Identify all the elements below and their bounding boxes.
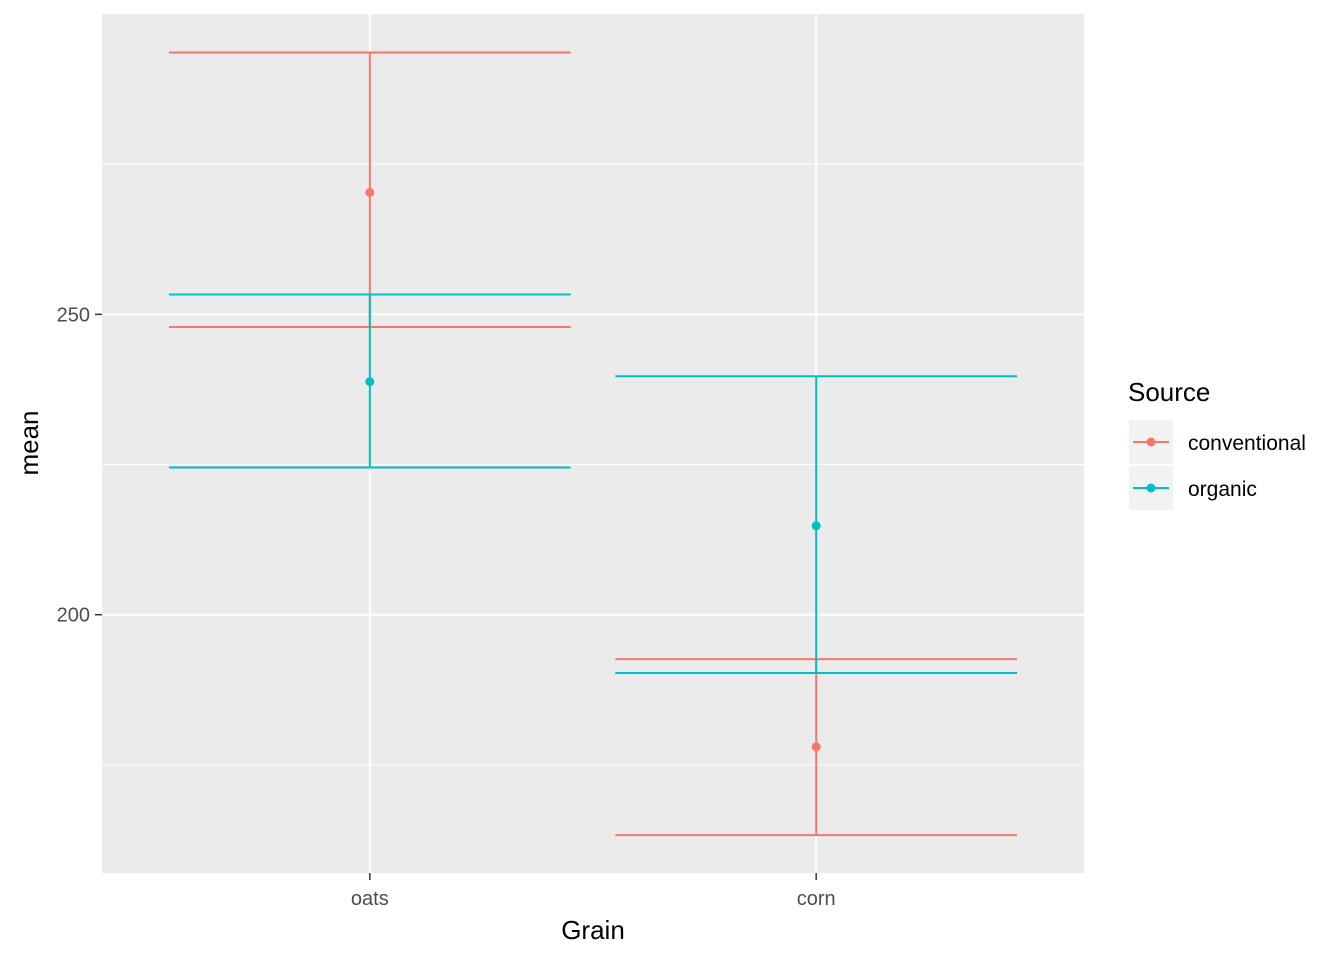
y-axis: 200 250: [57, 304, 102, 627]
x-axis: oats corn: [351, 873, 836, 910]
legend-key-point: [1146, 437, 1156, 447]
data-point: [365, 377, 375, 387]
legend-label: organic: [1188, 478, 1257, 501]
data-point: [365, 187, 375, 197]
legend: Source conventional organic: [1128, 377, 1306, 510]
minor-gridlines: [102, 163, 1084, 766]
plot-panel: [102, 14, 1084, 873]
y-axis-title: mean: [14, 410, 44, 475]
series-layer: [168, 51, 1018, 837]
legend-title: Source: [1128, 377, 1210, 407]
data-point: [811, 521, 821, 531]
legend-items: conventional organic: [1129, 420, 1306, 510]
legend-label: conventional: [1188, 432, 1306, 455]
x-tick-label: oats: [351, 888, 389, 910]
y-tick-label: 200: [57, 605, 90, 627]
data-point: [811, 742, 821, 752]
series-organic: [168, 293, 1018, 674]
x-axis-title: Grain: [561, 915, 625, 945]
legend-key-point: [1146, 483, 1156, 493]
y-tick-label: 250: [57, 304, 90, 326]
x-tick-label: corn: [797, 888, 836, 910]
